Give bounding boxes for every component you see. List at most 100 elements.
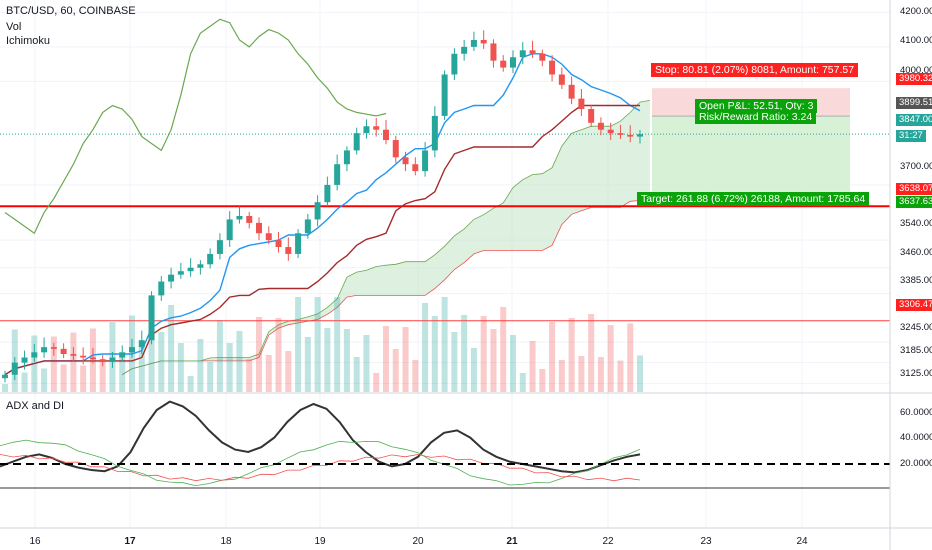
candle-body xyxy=(627,134,634,137)
candle-body xyxy=(256,222,262,234)
candle-body xyxy=(129,347,135,353)
time-tick-label: 23 xyxy=(700,536,712,547)
span-b-line xyxy=(121,200,650,376)
candle-body xyxy=(568,84,575,99)
volume-bars xyxy=(2,297,643,392)
candle-body xyxy=(549,60,556,75)
volume-bar xyxy=(334,297,341,392)
candle-body xyxy=(490,43,497,61)
candle-body xyxy=(510,57,516,68)
volume-bar xyxy=(275,318,282,392)
volume-bar xyxy=(353,357,360,392)
candle-body xyxy=(597,122,604,130)
volume-bar xyxy=(490,329,497,392)
candle-body xyxy=(637,134,643,137)
candle-body xyxy=(60,348,67,355)
candle-body xyxy=(353,133,360,151)
time-tick-label: 16 xyxy=(29,536,41,547)
horizontal-lines xyxy=(0,133,890,322)
candle-body xyxy=(412,164,419,172)
volume-bar xyxy=(216,320,223,392)
volume-bar xyxy=(2,384,8,392)
candle-body xyxy=(207,253,214,265)
candle-body xyxy=(539,53,546,61)
price-tick-label: 3125.00 xyxy=(900,368,932,379)
candle-body xyxy=(334,164,341,185)
volume-bar xyxy=(412,360,419,392)
candle-body xyxy=(500,60,507,68)
red-line-tag: 3638.07 xyxy=(896,183,932,195)
candle-body xyxy=(607,129,614,134)
low-line-tag: 3306.47 xyxy=(896,299,932,311)
target-label[interactable]: Target: 261.88 (6.72%) 26188, Amount: 17… xyxy=(637,192,870,206)
stop-label[interactable]: Stop: 80.81 (2.07%) 8081, Amount: 757.57 xyxy=(651,63,859,77)
volume-bar xyxy=(383,326,389,392)
candle-body xyxy=(588,108,595,123)
volume-bar xyxy=(80,365,87,392)
volume-bar xyxy=(627,323,634,392)
volume-bar xyxy=(470,348,477,392)
volume-bar xyxy=(177,343,184,392)
candle-body xyxy=(265,233,272,241)
time-tick-label: 24 xyxy=(796,536,808,547)
volume-bar xyxy=(285,351,292,392)
candle-body xyxy=(21,357,28,363)
volume-bar xyxy=(607,325,614,392)
volume-bar xyxy=(246,359,253,392)
price-tick-label: 3245.00 xyxy=(900,322,932,333)
candle-body xyxy=(236,215,243,220)
time-tick-label: 19 xyxy=(314,536,326,547)
candle-body xyxy=(2,374,8,379)
volume-bar xyxy=(578,356,585,392)
volume-bar xyxy=(119,352,126,392)
price-tick-label: 4000.00 xyxy=(900,65,932,76)
volume-bar xyxy=(588,314,595,392)
volume-bar xyxy=(480,316,487,392)
volume-bar xyxy=(324,328,331,392)
candle-body xyxy=(226,219,233,241)
volume-bar xyxy=(256,317,262,392)
span-a-line xyxy=(121,100,650,376)
volume-bar xyxy=(422,303,429,392)
candle-body xyxy=(343,150,350,165)
candle-body xyxy=(109,357,116,361)
adx-tick-label: 60.0000 xyxy=(900,407,932,418)
volume-bar xyxy=(265,355,272,392)
adx-pane xyxy=(0,400,890,489)
current-price-tag: 3899.51 xyxy=(896,97,932,109)
volume-bar xyxy=(461,315,468,392)
time-tick-label: 17 xyxy=(124,536,136,547)
candle-body xyxy=(187,267,194,272)
volume-bar xyxy=(226,343,233,392)
volume-bar xyxy=(539,369,546,392)
countdown-tag: 31:27 xyxy=(896,130,926,142)
candle-body xyxy=(148,295,155,341)
adx-line xyxy=(0,400,641,474)
candle-body xyxy=(480,39,487,44)
volume-bar xyxy=(363,335,370,392)
candle-body xyxy=(50,347,57,349)
candle-body xyxy=(402,157,409,165)
candle-body xyxy=(422,150,429,172)
time-tick-label: 20 xyxy=(412,536,424,547)
candle-body xyxy=(31,352,38,358)
volume-bar xyxy=(60,364,67,392)
volume-bar xyxy=(529,341,536,392)
candle-body xyxy=(246,215,253,223)
adx-legend: ADX and DI xyxy=(6,400,65,412)
price-tick-label: 3460.00 xyxy=(900,247,932,258)
candle-body xyxy=(578,98,585,109)
candle-body xyxy=(295,233,302,254)
di-minus-line xyxy=(0,454,641,482)
price-tick-label: 4100.00 xyxy=(900,35,932,46)
candle-body xyxy=(451,53,458,75)
volume-bar xyxy=(451,332,458,392)
candle-body xyxy=(216,240,223,254)
candle-body xyxy=(177,271,184,275)
volume-bar xyxy=(431,316,438,392)
volume-bar xyxy=(373,373,380,392)
candle-body xyxy=(461,46,468,54)
price-tick-label: 3385.00 xyxy=(900,275,932,286)
